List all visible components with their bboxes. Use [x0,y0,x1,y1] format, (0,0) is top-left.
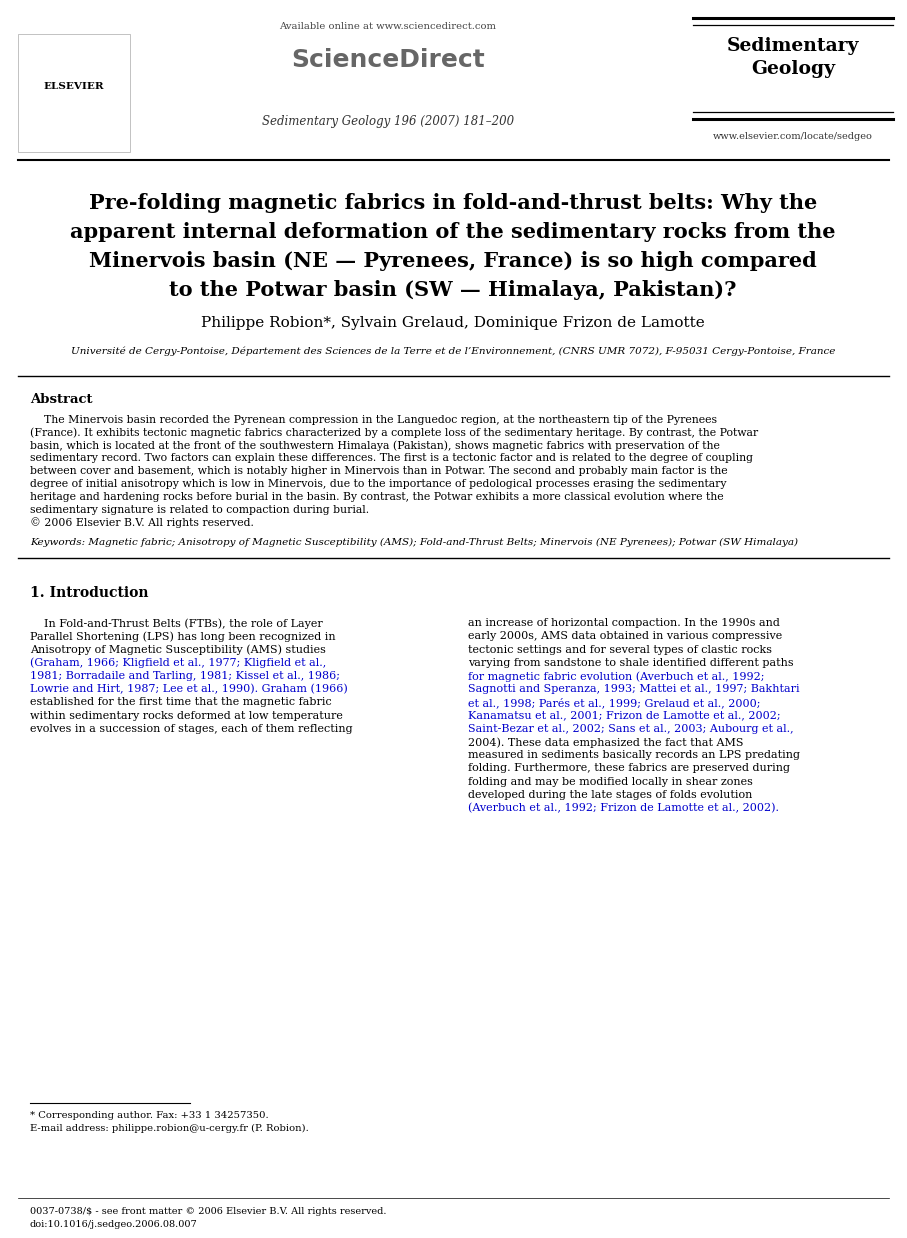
Text: tectonic settings and for several types of clastic rocks: tectonic settings and for several types … [468,645,772,655]
Text: The Minervois basin recorded the Pyrenean compression in the Languedoc region, a: The Minervois basin recorded the Pyrenea… [30,415,717,425]
Text: Université de Cergy-Pontoise, Département des Sciences de la Terre et de l’Envir: Université de Cergy-Pontoise, Départemen… [71,345,835,355]
Text: Sagnotti and Speranza, 1993; Mattei et al., 1997; Bakhtari: Sagnotti and Speranza, 1993; Mattei et a… [468,685,800,695]
Text: © 2006 Elsevier B.V. All rights reserved.: © 2006 Elsevier B.V. All rights reserved… [30,517,254,529]
Text: Saint-Bezar et al., 2002; Sans et al., 2003; Aubourg et al.,: Saint-Bezar et al., 2002; Sans et al., 2… [468,724,794,734]
Text: evolves in a succession of stages, each of them reflecting: evolves in a succession of stages, each … [30,724,353,734]
Text: Sedimentary Geology 196 (2007) 181–200: Sedimentary Geology 196 (2007) 181–200 [262,115,514,128]
Text: degree of initial anisotropy which is low in Minervois, due to the importance of: degree of initial anisotropy which is lo… [30,479,727,489]
Text: Keywords: Magnetic fabric; Anisotropy of Magnetic Susceptibility (AMS); Fold-and: Keywords: Magnetic fabric; Anisotropy of… [30,539,798,547]
Text: heritage and hardening rocks before burial in the basin. By contrast, the Potwar: heritage and hardening rocks before buri… [30,491,724,501]
Text: developed during the late stages of folds evolution: developed during the late stages of fold… [468,790,753,800]
Text: Lowrie and Hirt, 1987; Lee et al., 1990). Graham (1966): Lowrie and Hirt, 1987; Lee et al., 1990)… [30,685,347,695]
Text: * Corresponding author. Fax: +33 1 34257350.: * Corresponding author. Fax: +33 1 34257… [30,1110,268,1120]
Text: Parallel Shortening (LPS) has long been recognized in: Parallel Shortening (LPS) has long been … [30,631,336,643]
Text: early 2000s, AMS data obtained in various compressive: early 2000s, AMS data obtained in variou… [468,631,782,641]
Text: 0037-0738/$ - see front matter © 2006 Elsevier B.V. All rights reserved.: 0037-0738/$ - see front matter © 2006 El… [30,1207,386,1216]
Text: folding. Furthermore, these fabrics are preserved during: folding. Furthermore, these fabrics are … [468,764,790,774]
Text: (Averbuch et al., 1992; Frizon de Lamotte et al., 2002).: (Averbuch et al., 1992; Frizon de Lamott… [468,803,779,813]
Text: apparent internal deformation of the sedimentary rocks from the: apparent internal deformation of the sed… [70,222,835,241]
Text: Kanamatsu et al., 2001; Frizon de Lamotte et al., 2002;: Kanamatsu et al., 2001; Frizon de Lamott… [468,711,781,721]
Text: 1981; Borradaile and Tarling, 1981; Kissel et al., 1986;: 1981; Borradaile and Tarling, 1981; Kiss… [30,671,340,681]
Text: ScienceDirect: ScienceDirect [291,48,485,72]
Text: In Fold-and-Thrust Belts (FTBs), the role of Layer: In Fold-and-Thrust Belts (FTBs), the rol… [30,618,323,629]
Text: measured in sediments basically records an LPS predating: measured in sediments basically records … [468,750,800,760]
Text: 1. Introduction: 1. Introduction [30,587,149,600]
Text: between cover and basement, which is notably higher in Minervois than in Potwar.: between cover and basement, which is not… [30,467,727,477]
Text: 2004). These data emphasized the fact that AMS: 2004). These data emphasized the fact th… [468,737,744,748]
Text: doi:10.1016/j.sedgeo.2006.08.007: doi:10.1016/j.sedgeo.2006.08.007 [30,1219,198,1229]
Text: an increase of horizontal compaction. In the 1990s and: an increase of horizontal compaction. In… [468,618,780,628]
Text: for magnetic fabric evolution (Averbuch et al., 1992;: for magnetic fabric evolution (Averbuch … [468,671,765,682]
Text: to the Potwar basin (SW — Himalaya, Pakistan)?: to the Potwar basin (SW — Himalaya, Paki… [170,280,736,300]
Text: Available online at www.sciencedirect.com: Available online at www.sciencedirect.co… [279,22,496,31]
Text: et al., 1998; Parés et al., 1999; Grelaud et al., 2000;: et al., 1998; Parés et al., 1999; Grelau… [468,697,760,708]
Text: Pre-folding magnetic fabrics in fold-and-thrust belts: Why the: Pre-folding magnetic fabrics in fold-and… [89,193,817,213]
Text: Minervois basin (NE — Pyrenees, France) is so high compared: Minervois basin (NE — Pyrenees, France) … [89,251,817,271]
Bar [18,33,130,152]
Text: E-mail address: philippe.robion@u-cergy.fr (P. Robion).: E-mail address: philippe.robion@u-cergy.… [30,1124,308,1133]
Text: folding and may be modified locally in shear zones: folding and may be modified locally in s… [468,776,753,786]
Text: established for the first time that the magnetic fabric: established for the first time that the … [30,697,332,707]
Text: (France). It exhibits tectonic magnetic fabrics characterized by a complete loss: (France). It exhibits tectonic magnetic … [30,428,758,438]
Text: varying from sandstone to shale identified different paths: varying from sandstone to shale identifi… [468,657,794,667]
Text: ELSEVIER: ELSEVIER [44,82,104,92]
Text: within sedimentary rocks deformed at low temperature: within sedimentary rocks deformed at low… [30,711,343,721]
Text: sedimentary record. Two factors can explain these differences. The first is a te: sedimentary record. Two factors can expl… [30,453,753,463]
Text: Abstract: Abstract [30,392,93,406]
Text: Anisotropy of Magnetic Susceptibility (AMS) studies: Anisotropy of Magnetic Susceptibility (A… [30,645,326,655]
Text: www.elsevier.com/locate/sedgeo: www.elsevier.com/locate/sedgeo [713,132,873,141]
Text: basin, which is located at the front of the southwestern Himalaya (Pakistan), sh: basin, which is located at the front of … [30,441,720,451]
Text: sedimentary signature is related to compaction during burial.: sedimentary signature is related to comp… [30,505,369,515]
Text: Philippe Robion*, Sylvain Grelaud, Dominique Frizon de Lamotte: Philippe Robion*, Sylvain Grelaud, Domin… [201,316,705,331]
Text: Sedimentary
Geology: Sedimentary Geology [727,37,859,78]
Text: (Graham, 1966; Kligfield et al., 1977; Kligfield et al.,: (Graham, 1966; Kligfield et al., 1977; K… [30,657,327,669]
